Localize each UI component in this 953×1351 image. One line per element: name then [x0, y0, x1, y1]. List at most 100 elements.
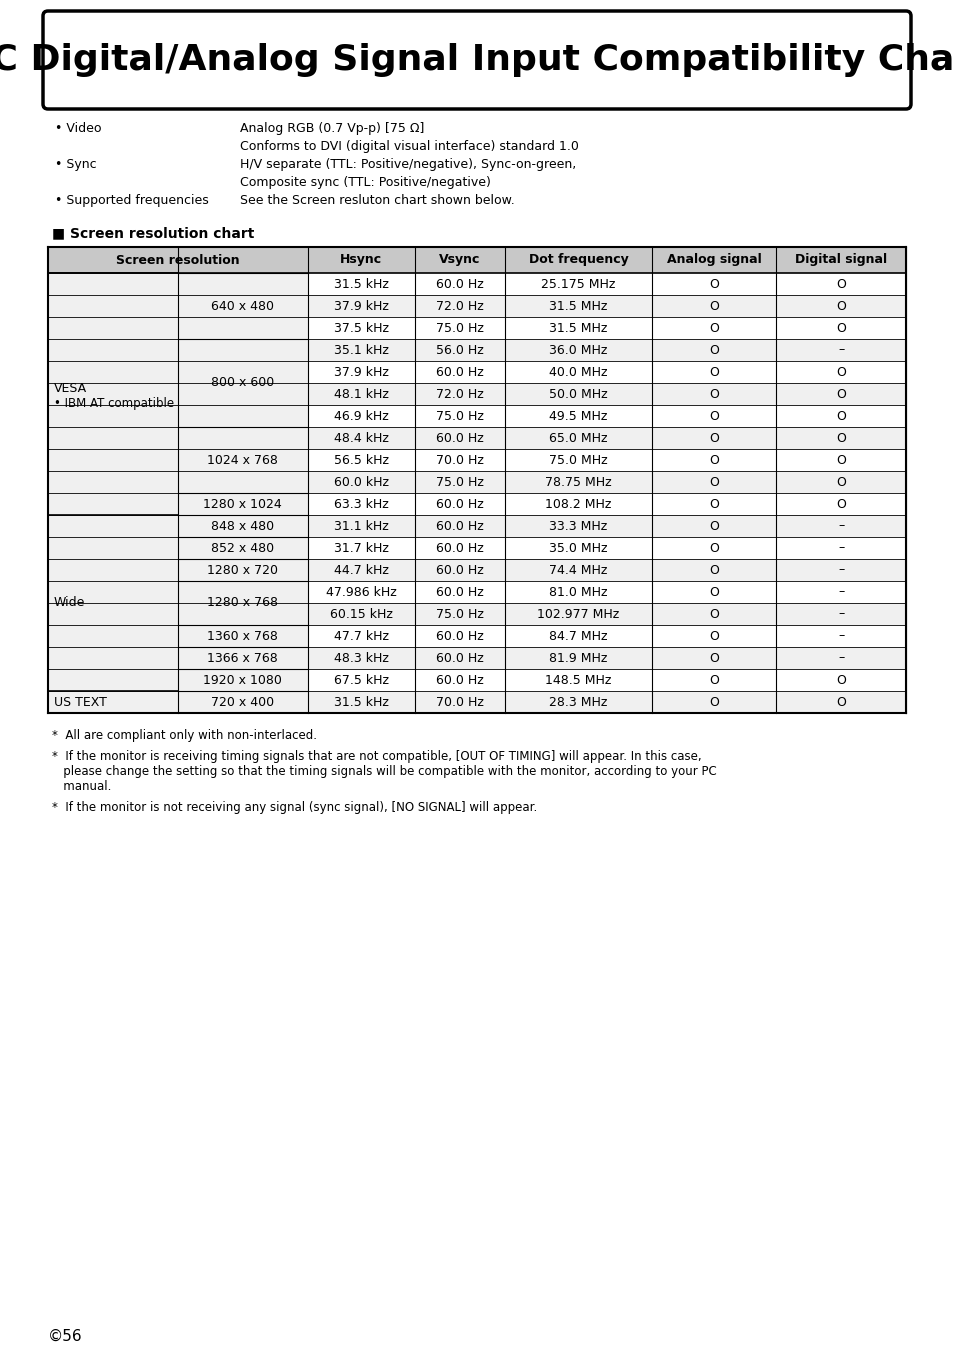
- Bar: [776, 471, 905, 493]
- Bar: [307, 273, 415, 295]
- Text: 75.0 MHz: 75.0 MHz: [549, 454, 607, 466]
- Bar: [651, 647, 776, 669]
- Text: O: O: [708, 608, 719, 620]
- Text: 37.5 kHz: 37.5 kHz: [334, 322, 389, 335]
- Bar: [415, 317, 505, 339]
- Bar: [415, 449, 505, 471]
- Bar: [415, 471, 505, 493]
- Bar: [307, 471, 415, 493]
- Bar: [307, 603, 415, 626]
- Text: Vsync: Vsync: [439, 254, 480, 266]
- Text: See the Screen resluton chart shown below.: See the Screen resluton chart shown belo…: [240, 195, 515, 207]
- Text: Hsync: Hsync: [340, 254, 382, 266]
- Text: ©56: ©56: [48, 1329, 83, 1344]
- Bar: [415, 690, 505, 713]
- Bar: [651, 493, 776, 515]
- Text: 31.5 kHz: 31.5 kHz: [334, 277, 388, 290]
- Bar: [505, 449, 651, 471]
- Bar: [415, 493, 505, 515]
- Text: O: O: [708, 322, 719, 335]
- Bar: [505, 273, 651, 295]
- Text: O: O: [708, 630, 719, 643]
- Text: 25.175 MHz: 25.175 MHz: [541, 277, 615, 290]
- Text: O: O: [708, 696, 719, 708]
- Text: 31.1 kHz: 31.1 kHz: [334, 520, 388, 532]
- Bar: [177, 626, 307, 647]
- Text: 60.15 kHz: 60.15 kHz: [330, 608, 393, 620]
- Text: Digital signal: Digital signal: [794, 254, 886, 266]
- Text: O: O: [708, 277, 719, 290]
- Text: *  All are compliant only with non-interlaced.: * All are compliant only with non-interl…: [52, 730, 316, 742]
- Text: 31.5 MHz: 31.5 MHz: [549, 300, 607, 312]
- Bar: [505, 647, 651, 669]
- Text: 47.986 kHz: 47.986 kHz: [326, 585, 396, 598]
- Bar: [415, 247, 505, 273]
- Text: O: O: [835, 277, 845, 290]
- Text: VESA: VESA: [54, 382, 87, 396]
- Text: 48.3 kHz: 48.3 kHz: [334, 651, 388, 665]
- Bar: [505, 669, 651, 690]
- Text: O: O: [708, 366, 719, 378]
- Text: H/V separate (TTL: Positive/negative), Sync-on-green,: H/V separate (TTL: Positive/negative), S…: [240, 158, 576, 172]
- Text: 56.0 Hz: 56.0 Hz: [436, 343, 483, 357]
- Text: 1360 x 768: 1360 x 768: [207, 630, 278, 643]
- Bar: [415, 559, 505, 581]
- Text: please change the setting so that the timing signals will be compatible with the: please change the setting so that the ti…: [52, 765, 716, 778]
- Bar: [651, 382, 776, 405]
- Bar: [307, 339, 415, 361]
- Text: PC Digital/Analog Signal Input Compatibility Chart: PC Digital/Analog Signal Input Compatibi…: [0, 43, 953, 77]
- Text: ■ Screen resolution chart: ■ Screen resolution chart: [52, 226, 254, 240]
- Text: 1280 x 768: 1280 x 768: [207, 597, 278, 609]
- Text: O: O: [708, 343, 719, 357]
- Text: –: –: [837, 585, 843, 598]
- Text: 75.0 Hz: 75.0 Hz: [436, 608, 483, 620]
- Text: Analog signal: Analog signal: [666, 254, 760, 266]
- Bar: [415, 626, 505, 647]
- Bar: [776, 317, 905, 339]
- Bar: [307, 515, 415, 536]
- Text: 60.0 Hz: 60.0 Hz: [436, 630, 483, 643]
- Bar: [177, 339, 307, 427]
- Bar: [307, 647, 415, 669]
- Bar: [307, 317, 415, 339]
- Bar: [307, 382, 415, 405]
- Text: Dot frequency: Dot frequency: [528, 254, 628, 266]
- Bar: [505, 559, 651, 581]
- Text: O: O: [708, 388, 719, 400]
- Bar: [415, 273, 505, 295]
- Bar: [776, 427, 905, 449]
- Bar: [776, 405, 905, 427]
- Text: –: –: [837, 542, 843, 554]
- Text: 1366 x 768: 1366 x 768: [207, 651, 278, 665]
- Text: O: O: [708, 674, 719, 686]
- Bar: [48, 273, 177, 515]
- Text: –: –: [837, 520, 843, 532]
- Text: O: O: [708, 454, 719, 466]
- Bar: [651, 295, 776, 317]
- Text: 70.0 Hz: 70.0 Hz: [436, 454, 483, 466]
- Text: O: O: [835, 454, 845, 466]
- Bar: [505, 382, 651, 405]
- Bar: [307, 449, 415, 471]
- Bar: [651, 273, 776, 295]
- Text: –: –: [837, 343, 843, 357]
- Text: O: O: [708, 520, 719, 532]
- Bar: [415, 603, 505, 626]
- Bar: [505, 515, 651, 536]
- Bar: [48, 690, 177, 713]
- Bar: [505, 339, 651, 361]
- Text: O: O: [835, 497, 845, 511]
- Text: • Video: • Video: [55, 122, 101, 135]
- Bar: [307, 690, 415, 713]
- Text: 1280 x 1024: 1280 x 1024: [203, 497, 282, 511]
- Text: 56.5 kHz: 56.5 kHz: [334, 454, 389, 466]
- Bar: [307, 427, 415, 449]
- Bar: [505, 603, 651, 626]
- Bar: [505, 427, 651, 449]
- Text: O: O: [835, 696, 845, 708]
- Bar: [307, 361, 415, 382]
- Bar: [505, 317, 651, 339]
- Text: 65.0 MHz: 65.0 MHz: [549, 431, 607, 444]
- Bar: [776, 626, 905, 647]
- Bar: [307, 536, 415, 559]
